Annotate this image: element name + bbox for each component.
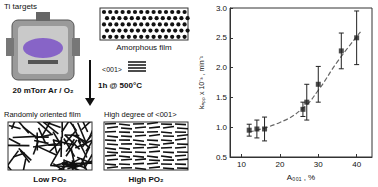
svg-text:1h @ 500°C: 1h @ 500°C: [98, 81, 142, 90]
svg-text:40: 40: [352, 160, 361, 169]
svg-text:<001>: <001>: [102, 66, 122, 73]
svg-text:20 mTorr Ar / O₂: 20 mTorr Ar / O₂: [13, 86, 74, 95]
svg-text:High PO₂: High PO₂: [128, 175, 164, 184]
svg-text:kₐₚₚ x 10⁻³ , min⁻¹: kₐₚₚ x 10⁻³ , min⁻¹: [198, 55, 206, 109]
svg-text:Low PO₂: Low PO₂: [33, 175, 67, 184]
svg-text:Ti targets: Ti targets: [4, 2, 37, 11]
svg-text:30: 30: [314, 160, 323, 169]
svg-text:1.5: 1.5: [216, 93, 228, 102]
svg-text:20: 20: [275, 160, 284, 169]
svg-text:1.0: 1.0: [216, 123, 228, 132]
svg-text:2.5: 2.5: [216, 33, 228, 42]
svg-text:Amorphous film: Amorphous film: [116, 43, 172, 52]
svg-text:2.0: 2.0: [216, 63, 228, 72]
svg-text:3.0: 3.0: [216, 4, 228, 13]
svg-text:10: 10: [237, 160, 246, 169]
svg-text:Randomly oriented film: Randomly oriented film: [4, 110, 81, 119]
svg-text:High degree of <001>: High degree of <001>: [104, 110, 177, 119]
svg-text:A₀₀₁ , %: A₀₀₁ , %: [287, 173, 315, 182]
svg-text:0.5: 0.5: [216, 153, 228, 162]
